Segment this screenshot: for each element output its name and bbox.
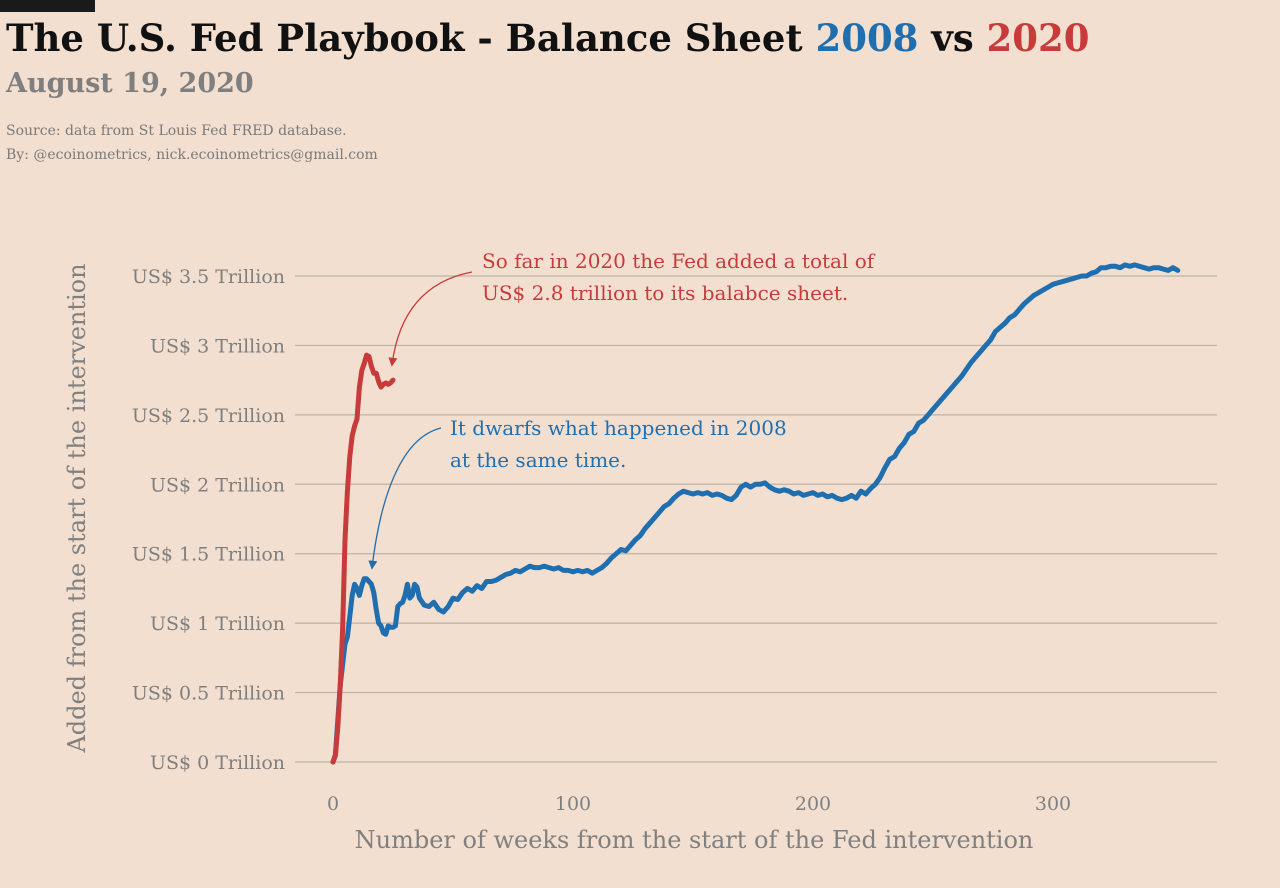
y-tick-label: US$ 1 Trillion	[150, 613, 285, 635]
x-tick-label: 200	[795, 793, 831, 815]
y-tick-label: US$ 3 Trillion	[150, 335, 285, 357]
annotation-2020-arrow	[388, 271, 473, 367]
y-tick-label: US$ 0 Trillion	[150, 752, 285, 774]
tick-labels: US$ 0 Trillion US$ 0.5 Trillion US$ 1 Tril…	[132, 266, 1071, 815]
title-prefix: The U.S. Fed Playbook - Balance Sheet	[6, 16, 816, 60]
y-tick-label: US$ 3.5 Trillion	[132, 266, 285, 288]
series	[330, 262, 1181, 765]
title-year-2008: 2008	[815, 16, 919, 60]
x-tick-label: 0	[327, 793, 339, 815]
annotation-2008-line-1: It dwarfs what happened in 2008	[450, 416, 787, 440]
title-year-2020: 2020	[986, 16, 1090, 60]
byline: By: @ecoinometrics, nick.ecoinometrics@g…	[6, 147, 378, 163]
annotation-2008-arrow	[368, 427, 442, 570]
y-tick-label: US$ 2 Trillion	[150, 474, 285, 496]
annotation-2008: It dwarfs what happened in 2008 at the s…	[368, 416, 787, 570]
source-note: Source: data from St Louis Fed FRED data…	[6, 123, 347, 139]
page-date: August 19, 2020	[6, 68, 254, 99]
annotation-2020-line-2: US$ 2.8 trillion to its balabce sheet.	[482, 281, 848, 305]
y-tick-label: US$ 1.5 Trillion	[132, 544, 285, 566]
y-axis-label: Added from the start of the intervention	[63, 263, 91, 753]
y-tick-label: US$ 0.5 Trillion	[132, 683, 285, 705]
page-title: The U.S. Fed Playbook - Balance Sheet 20…	[6, 16, 1090, 60]
series-line-2020	[330, 352, 396, 765]
annotation-2008-line-2: at the same time.	[450, 448, 626, 472]
x-axis-label: Number of weeks from the start of the Fe…	[355, 826, 1034, 854]
x-tick-label: 300	[1035, 793, 1071, 815]
annotation-2020: So far in 2020 the Fed added a total of …	[388, 249, 876, 367]
y-tick-label: US$ 2.5 Trillion	[132, 405, 285, 427]
corner-tab	[0, 0, 95, 12]
title-vs: vs	[918, 16, 987, 60]
grid	[295, 275, 1217, 763]
annotation-2020-line-1: So far in 2020 the Fed added a total of	[482, 249, 876, 273]
x-tick-label: 100	[555, 793, 591, 815]
series-line-2008	[330, 262, 1181, 765]
